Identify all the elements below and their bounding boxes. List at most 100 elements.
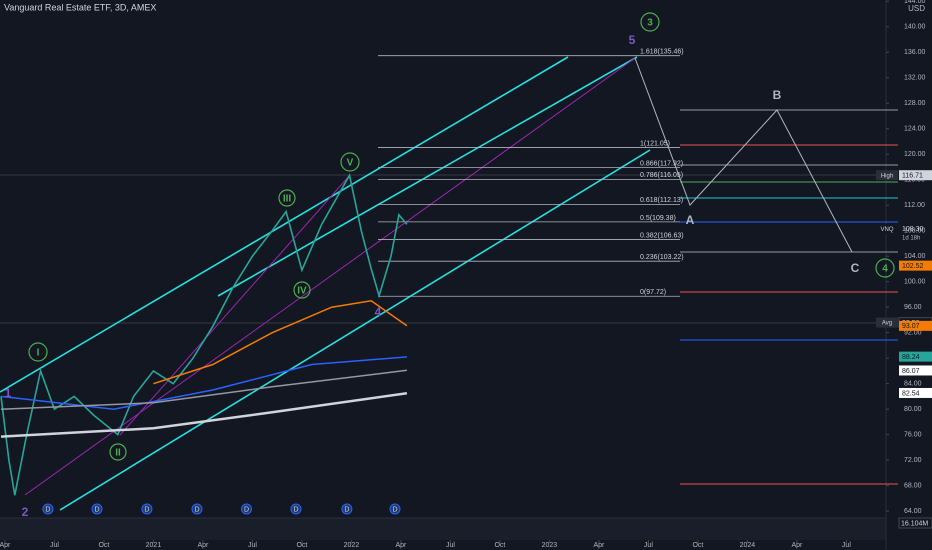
y-tick-label: 76.00 (904, 431, 922, 438)
price-tag-name: VNQ (880, 227, 893, 233)
trend-line (119, 174, 351, 436)
wave-label: IV (297, 286, 307, 297)
price-tag (899, 320, 932, 331)
dividend-label: D (194, 506, 199, 513)
price-tag-name-box (876, 170, 898, 181)
x-tick-label: Jul (446, 542, 455, 549)
dividend-label: D (244, 506, 249, 513)
wave-label: 4 (882, 264, 888, 275)
dividend-label: D (45, 506, 50, 513)
price-tag-label: 102.52 (902, 263, 924, 270)
wave-circle (109, 443, 127, 461)
currency: USD (908, 4, 925, 13)
x-tick-label: 2023 (542, 542, 558, 549)
price-tag-label: 88.24 (902, 354, 920, 361)
wave-circle (28, 342, 48, 362)
y-tick-label: 132.00 (904, 75, 926, 82)
x-tick-label: Oct (98, 542, 109, 549)
wave-label: II (115, 448, 121, 459)
price-tag-name-box (876, 317, 898, 328)
channel-line (217, 56, 638, 297)
x-tick-label: 2021 (146, 542, 162, 549)
y-tick-label: 64.00 (904, 508, 922, 515)
x-tick-label: Apr (197, 542, 209, 549)
volume-pane (0, 518, 886, 540)
y-tick-label: 96.00 (904, 304, 922, 311)
dividend-marker (290, 503, 302, 515)
wave-label: A (686, 213, 695, 227)
price-tag (899, 170, 932, 181)
dividend-marker (240, 503, 252, 515)
price-tag (899, 260, 932, 271)
fib-label: 0.382(106.63) (640, 232, 684, 239)
wave-circle (340, 152, 360, 172)
y-tick-label: 124.00 (904, 126, 926, 133)
dividend-label: D (293, 506, 298, 513)
dividend-label: D (344, 506, 349, 513)
y-tick-label: 100.00 (904, 279, 926, 286)
y-tick-label: 104.00 (904, 253, 926, 260)
trend-line (24, 57, 636, 496)
dividend-marker (42, 503, 54, 515)
price-tag-name: Avg (882, 321, 892, 327)
channel-line (59, 149, 651, 511)
price-line (0, 391, 408, 438)
projection-path (634, 57, 853, 253)
y-tick-label: 84.00 (904, 381, 922, 388)
wave-label: V (347, 158, 354, 169)
x-tick-label: Jul (644, 542, 653, 549)
x-tick-label: 2022 (344, 542, 360, 549)
price-tag (899, 387, 932, 398)
x-tick-label: Apr (395, 542, 407, 549)
dividend-label: D (144, 506, 149, 513)
y-tick-label: 120.00 (904, 151, 926, 158)
wave-circle (640, 12, 660, 32)
projection-levels (680, 109, 898, 485)
y-tick-label: 112.00 (904, 202, 925, 209)
price-tag (899, 365, 932, 376)
dividend-marker (191, 503, 203, 515)
fib-label: 0.618(112.13) (640, 197, 683, 204)
x-tick-label: Oct (296, 542, 307, 549)
price-tag-label: 82.54 (902, 390, 920, 397)
price-tag-label: 86.07 (902, 368, 920, 375)
wave-label: 1 (5, 386, 12, 400)
wave-circle (278, 189, 296, 207)
channel-line (0, 56, 569, 393)
fib-label: 0.786(116.05) (640, 172, 683, 179)
chart-title: Vanguard Real Estate ETF, 3D, AMEX (4, 2, 156, 12)
wave-label: 2 (22, 505, 29, 519)
price-tag (899, 351, 932, 362)
volume-tag-label: 16.104M (901, 520, 928, 527)
x-tick-label: Apr (0, 542, 11, 549)
dividend-marker (141, 503, 153, 515)
x-tick-label: Jul (50, 542, 59, 549)
x-tick-label: Apr (791, 542, 803, 549)
price-line (0, 173, 408, 496)
y-tick-label: 136.00 (904, 49, 926, 56)
y-tick-label: 144.00 (904, 0, 926, 5)
price-tag-label: 108.30 (902, 226, 924, 233)
y-tick-label: 140.00 (904, 24, 926, 31)
x-tick-label: Apr (593, 542, 605, 549)
wave-label: 5 (629, 33, 636, 47)
price-tag-name: High (881, 173, 893, 179)
fib-label: 0(97.72) (640, 289, 666, 296)
y-tick-label: 128.00 (904, 100, 926, 107)
fib-label: 1.618(135.46) (640, 49, 684, 56)
wave-label: B (773, 88, 782, 102)
wave-label: C (851, 261, 860, 275)
volume-tag (898, 517, 932, 529)
y-tick-label: 72.00 (904, 457, 922, 464)
fib-label: 0.5(109.38) (640, 215, 676, 222)
dividend-marker (91, 503, 103, 515)
price-tag-note: 1d 18h (902, 235, 920, 241)
wave-circle (293, 281, 311, 299)
y-tick-label: 92.00 (904, 330, 922, 337)
x-tick-label: Oct (692, 542, 703, 549)
price-line (153, 300, 408, 385)
dividend-label: D (392, 506, 397, 513)
x-tick-label: Jul (842, 542, 851, 549)
